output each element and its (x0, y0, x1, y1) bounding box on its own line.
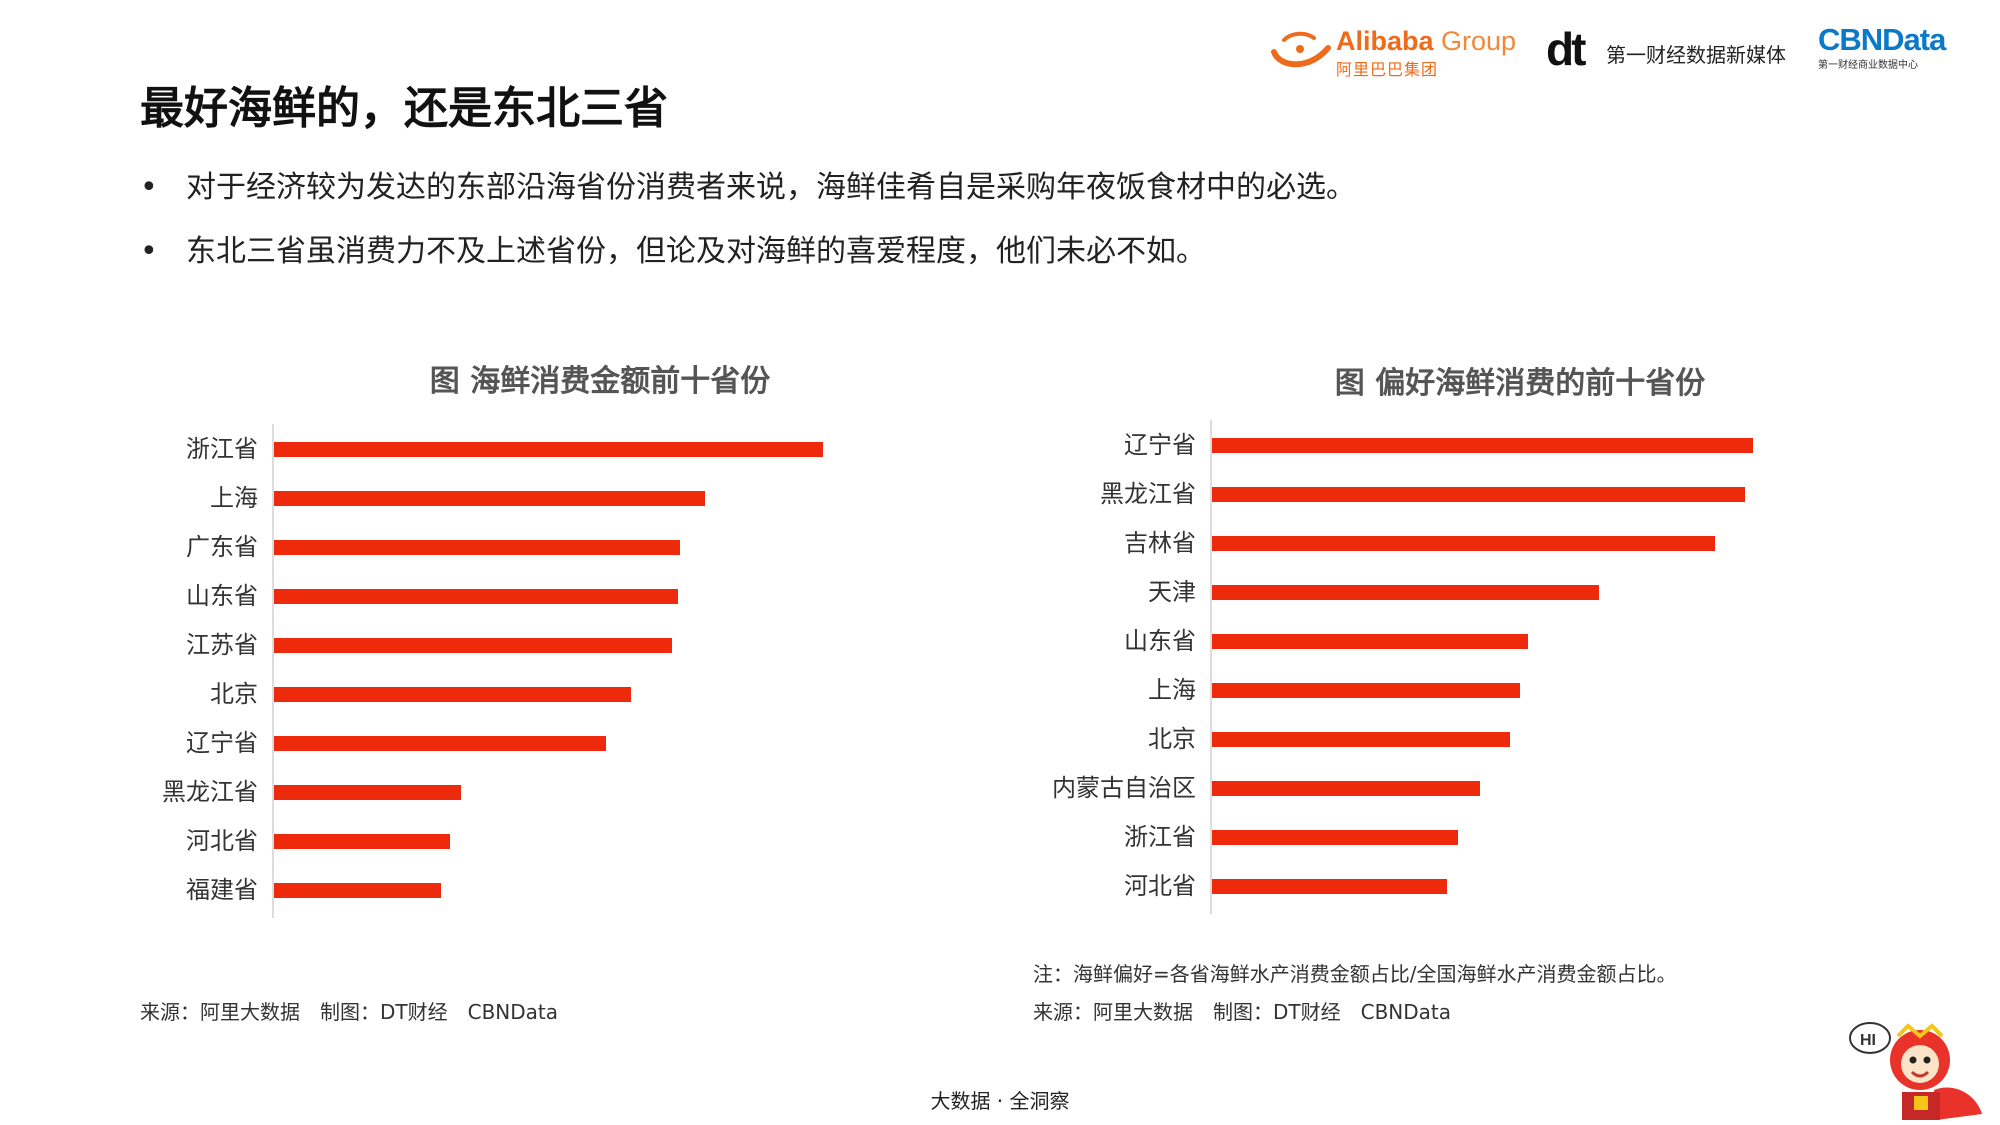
category-label: 黑龙江省 (162, 778, 258, 806)
alibaba-brand: Alibaba Group (1336, 26, 1517, 56)
bar (1212, 585, 1599, 600)
bullet-dot: • (140, 234, 158, 269)
cbndata-sub: 第一财经商业数据中心 (1818, 60, 1918, 71)
bar (274, 834, 450, 849)
category-label: 浙江省 (186, 435, 258, 463)
category-label: 辽宁省 (186, 729, 258, 757)
bar (274, 638, 673, 653)
category-label: 福建省 (186, 876, 258, 904)
right-formula-note: 注：海鲜偏好=各省海鲜水产消费金额占比/全国海鲜水产消费金额占比。 (1033, 962, 1677, 986)
bar (274, 491, 705, 506)
left-source-note: 来源：阿里大数据 制图：DT财经 CBNData (140, 1000, 559, 1024)
lion-mascot-icon: HI (1849, 1022, 1982, 1120)
bar (1212, 830, 1459, 845)
category-label: 北京 (1148, 725, 1196, 753)
bar-row: 河北省 (140, 824, 840, 858)
bar (1212, 781, 1480, 796)
bar (274, 540, 681, 555)
bar-row: 浙江省 (1030, 820, 1800, 854)
bar-row: 吉林省 (1030, 526, 1800, 560)
y-axis-line (1210, 420, 1212, 914)
bar-row: 辽宁省 (140, 726, 840, 760)
category-label: 上海 (210, 484, 258, 512)
category-label: 天津 (1148, 578, 1196, 606)
bar (1212, 487, 1745, 502)
category-label: 北京 (210, 680, 258, 708)
bar-row: 辽宁省 (1030, 428, 1800, 462)
cbndata-logo: CBNData 第一财经商业数据中心 (1818, 22, 1988, 72)
bar-row: 上海 (1030, 673, 1800, 707)
bar (1212, 634, 1529, 649)
bullet-item: • 东北三省虽消费力不及上述省份，但论及对海鲜的喜爱程度，他们未必不如。 (140, 232, 1356, 296)
bar (1212, 438, 1753, 453)
bar (274, 785, 461, 800)
bar (274, 589, 678, 604)
bar-row: 北京 (1030, 722, 1800, 756)
bullet-dot: • (140, 170, 158, 205)
category-label: 黑龙江省 (1100, 480, 1196, 508)
category-label: 江苏省 (186, 631, 258, 659)
dt-logo: dt 第一财经数据新媒体 (1546, 23, 1796, 75)
bar-row: 山东省 (1030, 624, 1800, 658)
chart-right-seafood-preference: 辽宁省黑龙江省吉林省天津山东省上海北京内蒙古自治区浙江省河北省 (1030, 420, 1800, 914)
bullet-text: 对于经济较为发达的东部沿海省份消费者来说，海鲜佳肴自是采购年夜饭食材中的必选。 (186, 170, 1356, 205)
category-label: 浙江省 (1124, 823, 1196, 851)
bar-row: 内蒙古自治区 (1030, 771, 1800, 805)
category-label: 广东省 (186, 533, 258, 561)
chart-title-right: 图 偏好海鲜消费的前十省份 (1334, 366, 1706, 401)
footer-slogan: 大数据 · 全洞察 (930, 1089, 1070, 1113)
page-title: 最好海鲜的，还是东北三省 (140, 83, 668, 134)
header-logos: Alibaba Group 阿里巴巴集团 dt 第一财经数据新媒体 CBNDat… (1270, 18, 1990, 79)
bar-row: 福建省 (140, 873, 840, 907)
bullet-text: 东北三省虽消费力不及上述省份，但论及对海鲜的喜爱程度，他们未必不如。 (186, 234, 1206, 269)
alibaba-logo: Alibaba Group 阿里巴巴集团 (1270, 22, 1530, 79)
bar-row: 河北省 (1030, 869, 1800, 903)
bar (1212, 683, 1521, 698)
bar-row: 广东省 (140, 530, 840, 564)
y-axis-line (272, 424, 274, 918)
bar-row: 北京 (140, 677, 840, 711)
mascot-hi-label: HI (1860, 1032, 1876, 1049)
bullet-item: • 对于经济较为发达的东部沿海省份消费者来说，海鲜佳肴自是采购年夜饭食材中的必选。 (140, 168, 1356, 232)
bar-row: 上海 (140, 481, 840, 515)
bar-row: 浙江省 (140, 432, 840, 466)
bar-row: 天津 (1030, 575, 1800, 609)
category-label: 内蒙古自治区 (1052, 774, 1196, 802)
right-source-note: 来源：阿里大数据 制图：DT财经 CBNData (1033, 1000, 1452, 1024)
category-label: 山东省 (186, 582, 258, 610)
bar (1212, 879, 1448, 894)
dt-text: 第一财经数据新媒体 (1606, 43, 1786, 67)
alibaba-smile-icon (1271, 31, 1331, 68)
bar-row: 江苏省 (140, 628, 840, 662)
bar-row: 山东省 (140, 579, 840, 613)
category-label: 河北省 (186, 827, 258, 855)
cbndata-mark: CBNData (1818, 22, 1946, 57)
bar-row: 黑龙江省 (1030, 477, 1800, 511)
bullet-list: • 对于经济较为发达的东部沿海省份消费者来说，海鲜佳肴自是采购年夜饭食材中的必选。… (140, 168, 1356, 296)
bar (1212, 732, 1510, 747)
bar (1212, 536, 1716, 551)
chart-left-seafood-spending: 浙江省上海广东省山东省江苏省北京辽宁省黑龙江省河北省福建省 (140, 424, 840, 918)
bar (274, 687, 631, 702)
bar (274, 442, 823, 457)
chart-title-left: 图 海鲜消费金额前十省份 (429, 364, 771, 399)
dt-mark: dt (1546, 23, 1586, 75)
category-label: 辽宁省 (1124, 431, 1196, 459)
bar (274, 736, 607, 751)
alibaba-cn-name: 阿里巴巴集团 (1336, 60, 1439, 79)
category-label: 河北省 (1124, 872, 1196, 900)
bar-row: 黑龙江省 (140, 775, 840, 809)
category-label: 吉林省 (1124, 529, 1196, 557)
category-label: 山东省 (1124, 627, 1196, 655)
category-label: 上海 (1148, 676, 1196, 704)
bar (274, 883, 442, 898)
